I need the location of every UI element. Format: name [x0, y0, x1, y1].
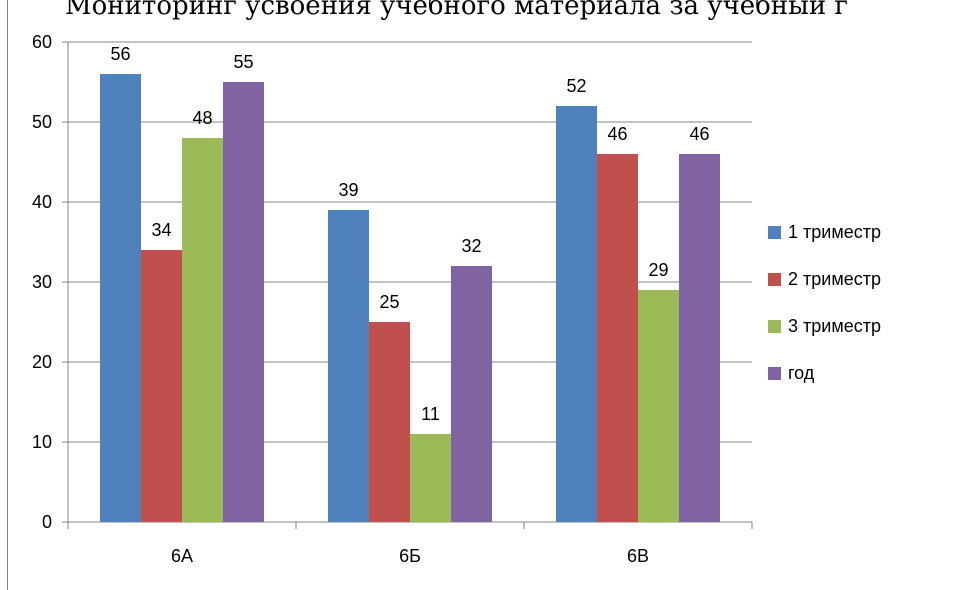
legend-label: год [788, 363, 815, 383]
y-tick-label: 50 [32, 112, 52, 132]
y-tick-label: 40 [32, 192, 52, 212]
data-label: 56 [110, 44, 130, 64]
legend-swatch [768, 226, 781, 239]
data-label: 46 [689, 124, 709, 144]
x-tick-label: 6А [171, 546, 193, 566]
data-label: 32 [461, 236, 481, 256]
data-label: 29 [648, 260, 668, 280]
data-label: 55 [233, 52, 253, 72]
legend-swatch [768, 320, 781, 333]
y-tick-label: 0 [42, 512, 52, 532]
y-tick-label: 20 [32, 352, 52, 372]
data-label: 46 [607, 124, 627, 144]
bar [182, 138, 223, 522]
bar [100, 74, 141, 522]
data-label: 39 [338, 180, 358, 200]
data-label: 11 [421, 404, 440, 424]
data-label: 52 [566, 76, 586, 96]
bar [638, 290, 679, 522]
bar [451, 266, 492, 522]
legend-swatch [768, 273, 781, 286]
chart-frame [7, 0, 957, 590]
y-tick-label: 60 [32, 32, 52, 52]
data-label: 48 [192, 108, 212, 128]
bar [597, 154, 638, 522]
legend-label: 2 триместр [788, 269, 881, 289]
y-tick-label: 10 [32, 432, 52, 452]
bar [410, 434, 451, 522]
bar [141, 250, 182, 522]
bar [328, 210, 369, 522]
bar [556, 106, 597, 522]
bar [369, 322, 410, 522]
legend-label: 3 триместр [788, 316, 881, 336]
chart-title: Мониторинг усвоения учебного материала з… [65, 0, 849, 21]
x-tick-label: 6В [627, 546, 649, 566]
x-tick-label: 6Б [399, 546, 421, 566]
data-label: 25 [379, 292, 399, 312]
legend-label: 1 триместр [788, 222, 881, 242]
data-label: 34 [151, 220, 171, 240]
bar [223, 82, 264, 522]
legend-swatch [768, 367, 781, 380]
bar [679, 154, 720, 522]
y-tick-label: 30 [32, 272, 52, 292]
